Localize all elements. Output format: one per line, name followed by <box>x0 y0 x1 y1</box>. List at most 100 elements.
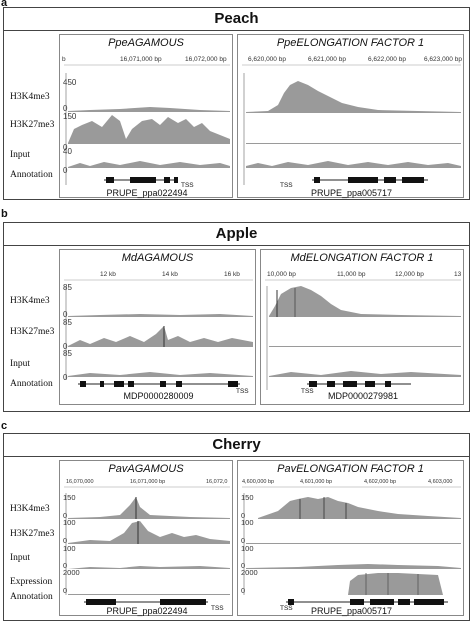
subpanel-pavagamous: PavAGAMOUS 16,070,000 16,071,000 bp 16,0… <box>59 460 233 616</box>
coord-label: 16 kb <box>224 271 240 278</box>
exon <box>106 177 114 183</box>
expression-signal <box>68 594 230 595</box>
input-signal <box>269 371 461 377</box>
track-label-h3k4me3: H3K4me3 <box>10 92 50 102</box>
tss-label: TSS <box>236 388 249 395</box>
track-label-annotation: Annotation <box>10 592 53 602</box>
exon <box>385 381 391 387</box>
exon <box>343 381 357 387</box>
track-label-h3k27me3: H3K27me3 <box>10 120 55 130</box>
gene-id-label: PRUPE_ppa005717 <box>310 188 393 198</box>
track-label-h3k4me3: H3K4me3 <box>10 296 50 306</box>
tss-label: TSS <box>280 182 293 189</box>
exon <box>164 177 170 183</box>
coord-label: 16,070,000 <box>66 479 94 485</box>
scale-min: 0 <box>63 373 68 382</box>
exon <box>174 177 178 183</box>
coord-label: 4,602,000 bp <box>364 479 397 485</box>
coord-label: 16,071,000 bp <box>130 479 166 485</box>
scale-min: 0 <box>63 561 68 570</box>
coord-label: 10,000 bp <box>267 271 296 278</box>
subpanel-mdagamous: MdAGAMOUS 12 kb 14 kb 16 kb 85 0 85 0 85… <box>59 249 256 405</box>
track-label-expression: Expression <box>10 577 53 587</box>
exon <box>160 381 166 387</box>
exon <box>384 177 396 183</box>
subpanel-title: MdELONGATION FACTOR 1 <box>290 252 434 264</box>
exon <box>398 599 410 605</box>
input-signal <box>68 566 230 569</box>
coord-label: 4,603,000 <box>428 479 453 485</box>
h3k27me3-signal <box>68 521 230 544</box>
input-signal <box>246 161 461 168</box>
genome-tracks-svg <box>64 486 230 605</box>
coord-label: 4,601,000 bp <box>300 479 333 485</box>
scale-max: 85 <box>63 283 72 292</box>
h3k27me3-signal <box>68 326 253 347</box>
coord-label: 14 kb <box>162 271 178 278</box>
scale-max: 40 <box>63 147 72 156</box>
h3k27me3-signal <box>246 143 461 144</box>
scale-min: 0 <box>241 561 246 570</box>
coord-label: 12,000 bp <box>395 271 424 278</box>
exon <box>128 381 134 387</box>
exon <box>327 381 335 387</box>
exon <box>370 599 394 605</box>
scale-min: 0 <box>63 310 68 319</box>
coord-label: 13 <box>454 271 462 278</box>
tss-label: TSS <box>181 182 194 189</box>
scale-max: 2000 <box>63 568 80 577</box>
scale-max: 150 <box>63 493 76 502</box>
panel-title-apple: Apple <box>4 223 469 246</box>
genome-tracks-svg <box>64 279 253 387</box>
scale-max: 2000 <box>241 568 258 577</box>
scale-min: 0 <box>63 104 68 113</box>
tss-label: TSS <box>301 388 314 395</box>
scale-min: 0 <box>241 511 246 520</box>
gene-id-label: MDP0000280009 <box>123 391 194 401</box>
coord-label: 12 kb <box>100 271 116 278</box>
coord-label: 11,000 bp <box>337 271 366 278</box>
subpanel-title: PavELONGATION FACTOR 1 <box>277 463 424 475</box>
scale-max: 450 <box>63 78 77 87</box>
scale-min: 0 <box>241 536 246 545</box>
panel-letter-c: c <box>1 420 8 432</box>
panel-letter-a: a <box>1 0 8 9</box>
panel-title-cherry: Cherry <box>4 434 469 457</box>
coord-label: 6,622,000 bp <box>368 56 406 63</box>
input-signal <box>68 161 230 168</box>
panel-title-peach: Peach <box>4 8 469 31</box>
subpanel-title: PpeAGAMOUS <box>108 37 184 49</box>
subpanel-paveef1: PavELONGATION FACTOR 1 4,600,000 bp 4,60… <box>237 460 464 616</box>
panel-cherry: Cherry H3K4me3 H3K27me3 Input Expression… <box>3 433 470 621</box>
scale-min: 0 <box>63 536 68 545</box>
subpanel-title: PavAGAMOUS <box>108 463 184 475</box>
scale-max: 100 <box>63 518 76 527</box>
h3k27me3-signal <box>269 346 461 347</box>
scale-min: 0 <box>241 586 246 595</box>
coord-label: 16,072,000 bp <box>185 56 227 63</box>
exon <box>160 599 206 605</box>
h3k4me3-signal <box>269 286 461 317</box>
scale-max: 150 <box>241 493 254 502</box>
subpanel-title: PpeELONGATION FACTOR 1 <box>276 37 425 49</box>
track-label-input: Input <box>10 553 31 563</box>
scale-max: 85 <box>63 349 72 358</box>
scale-max: 150 <box>63 112 77 121</box>
exon <box>130 177 156 183</box>
exon <box>402 177 424 183</box>
track-label-input: Input <box>10 359 31 369</box>
exon <box>176 381 182 387</box>
h3k4me3-signal <box>246 81 461 113</box>
h3k4me3-signal <box>68 314 253 317</box>
track-label-h3k27me3: H3K27me3 <box>10 327 55 337</box>
exon <box>80 381 86 387</box>
gene-id-label: PRUPE_ppa022494 <box>106 188 188 198</box>
track-label-annotation: Annotation <box>10 379 53 389</box>
gene-id-label: PRUPE_ppa022494 <box>106 606 188 616</box>
coord-label: 6,623,000 bp <box>424 56 462 63</box>
exon <box>228 381 238 387</box>
coord-label: b <box>62 56 66 63</box>
gene-id-label: PRUPE_ppa005717 <box>310 606 393 616</box>
coord-label: 6,621,000 bp <box>308 56 346 63</box>
coord-label: 16,072,0 <box>206 479 228 485</box>
